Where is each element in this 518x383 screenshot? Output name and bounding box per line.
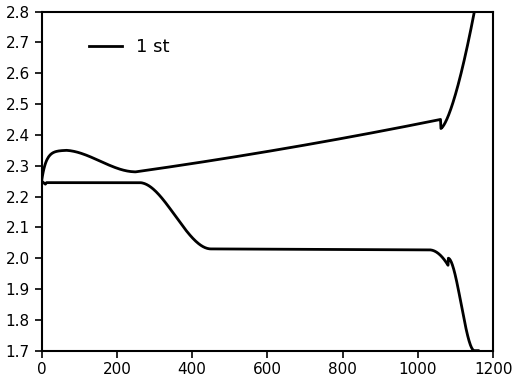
Legend: 1 st: 1 st bbox=[82, 31, 177, 63]
